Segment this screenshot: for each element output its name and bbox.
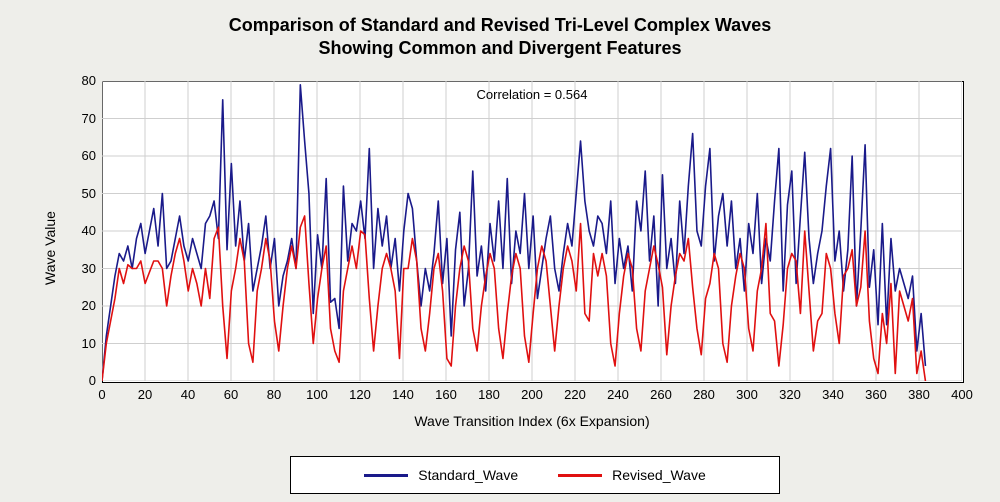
- legend-item-revised: Revised_Wave: [558, 467, 706, 483]
- chart-title: Comparison of Standard and Revised Tri-L…: [0, 14, 1000, 59]
- y-axis-label: Wave Value: [42, 211, 58, 285]
- x-tick-label: 40: [176, 387, 200, 402]
- plot-svg: [102, 81, 962, 381]
- x-tick-label: 340: [821, 387, 845, 402]
- x-tick-label: 120: [348, 387, 372, 402]
- y-tick-label: 10: [72, 336, 96, 351]
- legend-swatch-standard: [364, 474, 408, 477]
- series-line: [102, 216, 925, 381]
- x-tick-label: 360: [864, 387, 888, 402]
- y-tick-label: 70: [72, 111, 96, 126]
- chart-container: Comparison of Standard and Revised Tri-L…: [0, 0, 1000, 502]
- legend-item-standard: Standard_Wave: [364, 467, 518, 483]
- x-axis-label: Wave Transition Index (6x Expansion): [102, 413, 962, 429]
- title-line-1: Comparison of Standard and Revised Tri-L…: [0, 14, 1000, 37]
- x-tick-label: 60: [219, 387, 243, 402]
- x-tick-label: 80: [262, 387, 286, 402]
- y-tick-label: 40: [72, 223, 96, 238]
- y-tick-label: 0: [72, 373, 96, 388]
- x-tick-label: 0: [90, 387, 114, 402]
- x-tick-label: 260: [649, 387, 673, 402]
- y-tick-label: 20: [72, 298, 96, 313]
- legend-swatch-revised: [558, 474, 602, 477]
- x-tick-label: 400: [950, 387, 974, 402]
- y-tick-label: 30: [72, 261, 96, 276]
- y-tick-label: 80: [72, 73, 96, 88]
- legend: Standard_Wave Revised_Wave: [290, 456, 780, 494]
- x-tick-label: 200: [520, 387, 544, 402]
- x-tick-label: 320: [778, 387, 802, 402]
- x-tick-label: 140: [391, 387, 415, 402]
- x-tick-label: 220: [563, 387, 587, 402]
- x-tick-label: 160: [434, 387, 458, 402]
- x-tick-label: 180: [477, 387, 501, 402]
- y-tick-label: 60: [72, 148, 96, 163]
- x-tick-label: 300: [735, 387, 759, 402]
- x-tick-label: 240: [606, 387, 630, 402]
- title-line-2: Showing Common and Divergent Features: [0, 37, 1000, 60]
- y-tick-label: 50: [72, 186, 96, 201]
- x-tick-label: 20: [133, 387, 157, 402]
- legend-label-standard: Standard_Wave: [418, 467, 518, 483]
- correlation-annotation: Correlation = 0.564: [386, 87, 678, 102]
- legend-label-revised: Revised_Wave: [612, 467, 706, 483]
- x-tick-label: 380: [907, 387, 931, 402]
- x-tick-label: 280: [692, 387, 716, 402]
- x-tick-label: 100: [305, 387, 329, 402]
